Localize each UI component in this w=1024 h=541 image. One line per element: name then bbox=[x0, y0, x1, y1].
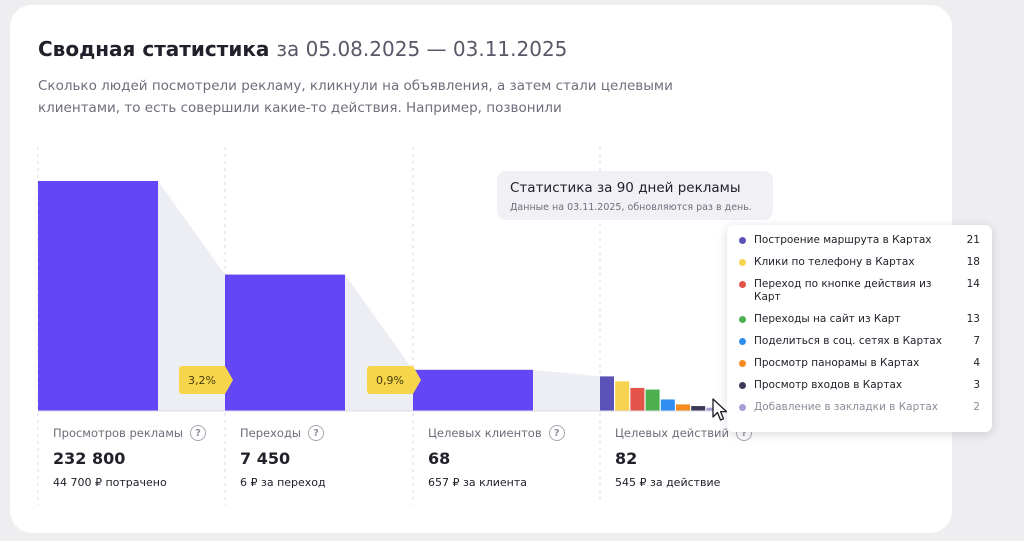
date-range: за 05.08.2025 — 03.11.2025 bbox=[276, 37, 568, 61]
action-bar-6 bbox=[676, 404, 690, 411]
conversion-badge-1: 3,2% bbox=[179, 366, 233, 394]
stat-cost: 6 ₽ за переход bbox=[240, 476, 326, 489]
legend-item: Клики по телефону в Картах 18 bbox=[739, 256, 980, 269]
legend-label: Просмотр входов в Картах bbox=[754, 379, 903, 391]
legend-dot-icon bbox=[739, 316, 746, 323]
stat-label-text: Целевых действий bbox=[615, 426, 729, 440]
legend-count: 7 bbox=[973, 335, 980, 347]
stat-label: Целевых клиентов? bbox=[428, 423, 608, 443]
actions-legend-tooltip: Построение маршрута в Картах 21 Клики по т… bbox=[727, 225, 992, 432]
info-title: Статистика за 90 дней рекламы bbox=[510, 180, 741, 196]
legend-dot-icon bbox=[739, 404, 746, 411]
help-icon[interactable]: ? bbox=[307, 425, 324, 441]
stat-cost: 657 ₽ за клиента bbox=[428, 476, 528, 489]
legend-item: Добавление в закладки в Картах 2 bbox=[739, 401, 980, 414]
funnel-stat-1: Просмотров рекламы? 232 800 44 700 ₽ потра… bbox=[53, 423, 233, 489]
legend-dot-icon bbox=[739, 382, 746, 389]
funnel-stat-3: Целевых клиентов? 68 657 ₽ за клиента bbox=[428, 423, 608, 489]
stat-label-text: Просмотров рекламы bbox=[53, 426, 183, 440]
stat-value: 7 450 bbox=[240, 449, 291, 468]
title-text: Сводная статистика bbox=[38, 37, 270, 61]
legend-count: 14 bbox=[966, 278, 980, 290]
stat-label-text: Целевых клиентов bbox=[428, 426, 542, 440]
legend-count: 3 bbox=[973, 379, 980, 391]
legend-label: Клики по телефону в Картах bbox=[754, 256, 915, 268]
action-bar-5 bbox=[660, 399, 675, 411]
legend-count: 2 bbox=[973, 401, 980, 413]
legend-count: 18 bbox=[966, 256, 980, 268]
info-subtitle: Данные на 03.11.2025, обновляются раз в … bbox=[510, 202, 752, 213]
funnel-connector-1 bbox=[158, 181, 225, 411]
action-bar-3 bbox=[630, 387, 645, 411]
action-bar-2 bbox=[615, 381, 630, 411]
funnel-bar-2 bbox=[225, 274, 345, 411]
funnel-bar-1 bbox=[38, 181, 158, 411]
legend-item: Построение маршрута в Картах 21 bbox=[739, 234, 980, 247]
legend-dot-icon bbox=[739, 360, 746, 367]
legend-label: Просмотр панорамы в Картах bbox=[754, 357, 920, 369]
legend-count: 4 bbox=[973, 357, 980, 369]
legend-label: Переход по кнопке действия из Карт bbox=[754, 278, 932, 303]
page-description: Сколько людей посмотрели рекламу, кликну… bbox=[38, 78, 673, 116]
stat-cost: 44 700 ₽ потрачено bbox=[53, 476, 167, 489]
legend-label: Добавление в закладки в Картах bbox=[754, 401, 939, 413]
legend-item: Просмотр панорамы в Картах 4 bbox=[739, 357, 980, 370]
funnel-bar-3 bbox=[413, 369, 533, 411]
stat-value: 68 bbox=[428, 449, 451, 468]
action-bars bbox=[600, 376, 721, 411]
stat-label: Переходы? bbox=[240, 423, 420, 443]
legend-count: 13 bbox=[966, 313, 980, 325]
funnel-connector-3 bbox=[533, 369, 600, 411]
legend-count: 21 bbox=[966, 234, 980, 246]
legend-label: Построение маршрута в Картах bbox=[754, 234, 932, 246]
action-bar-7 bbox=[691, 406, 706, 411]
help-icon[interactable]: ? bbox=[189, 425, 206, 441]
help-icon[interactable]: ? bbox=[548, 425, 565, 441]
legend-label: Переходы на сайт из Карт bbox=[754, 313, 901, 325]
legend-item: Просмотр входов в Картах 3 bbox=[739, 379, 980, 392]
legend-dot-icon bbox=[739, 338, 746, 345]
legend-item: Переходы на сайт из Карт 13 bbox=[739, 313, 980, 326]
legend-item: Переход по кнопке действия из Карт 14 bbox=[739, 278, 980, 304]
stat-cost: 545 ₽ за действие bbox=[615, 476, 721, 489]
legend-dot-icon bbox=[739, 259, 746, 266]
action-bar-4 bbox=[645, 389, 660, 411]
legend-item: Поделиться в соц. сетях в Картах 7 bbox=[739, 335, 980, 348]
page-title: Сводная статистика за 05.08.2025 — 03.11… bbox=[38, 37, 567, 61]
funnel-stat-2: Переходы? 7 450 6 ₽ за переход bbox=[240, 423, 420, 489]
stat-label-text: Переходы bbox=[240, 426, 301, 440]
legend-label: Поделиться в соц. сетях в Картах bbox=[754, 335, 942, 347]
stat-value: 82 bbox=[615, 449, 638, 468]
mouse-pointer-icon bbox=[712, 398, 728, 421]
stats-info-box: Статистика за 90 дней рекламы Данные на … bbox=[497, 171, 773, 220]
stat-label: Просмотров рекламы? bbox=[53, 423, 233, 443]
legend-dot-icon bbox=[739, 281, 746, 288]
action-bar-1 bbox=[600, 376, 614, 411]
stat-value: 232 800 bbox=[53, 449, 126, 468]
funnel-stat-4: Целевых действий? 82 545 ₽ за действие bbox=[615, 423, 795, 489]
legend-dot-icon bbox=[739, 237, 746, 244]
conversion-badge-2: 0,9% bbox=[367, 366, 421, 394]
funnel-bars bbox=[38, 181, 533, 411]
